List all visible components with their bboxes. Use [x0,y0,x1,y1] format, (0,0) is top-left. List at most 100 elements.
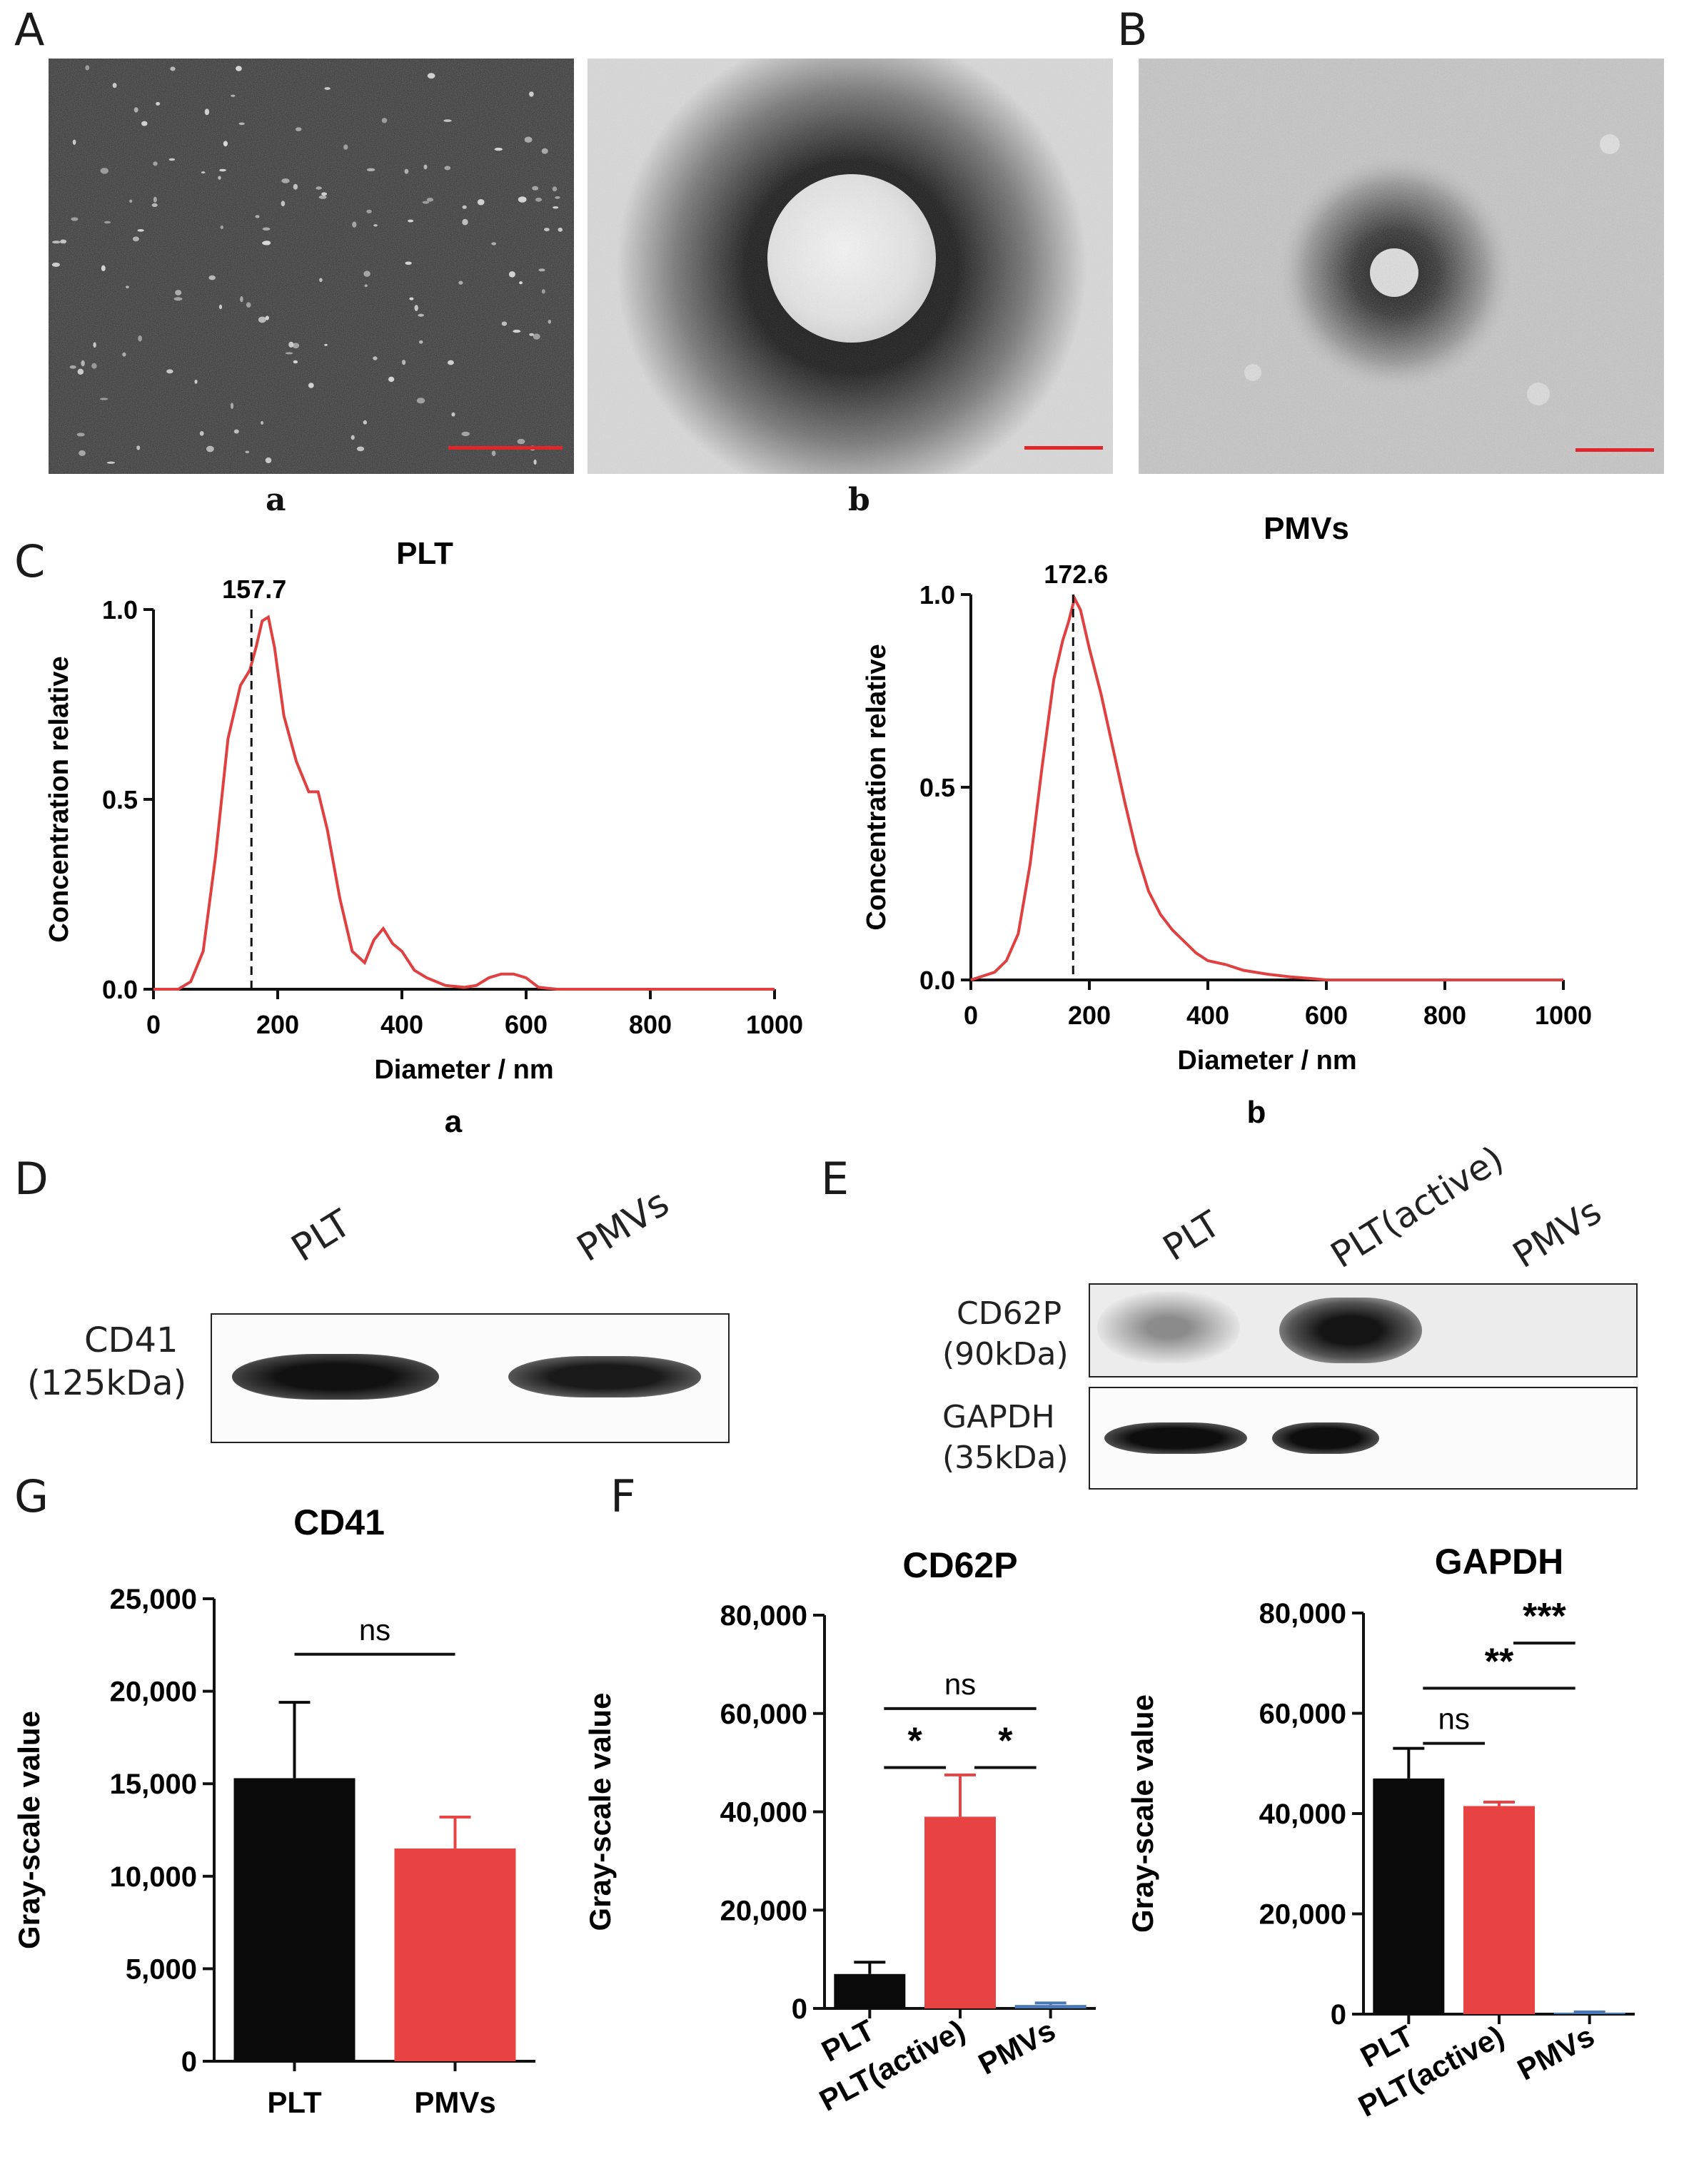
y-axis-label: Concentration relative [862,644,892,930]
significance-label: ns [359,1613,390,1647]
peak-label: 172.6 [1044,560,1108,589]
sem-particle [552,186,558,192]
sem-particle [491,242,497,246]
blot-e-size2-label: (35kDa) [942,1440,1069,1476]
x-tick-label: 400 [380,1010,423,1039]
y-tick-label: 0.0 [102,975,138,1004]
sem-particle [422,201,430,204]
y-tick-label: 60,000 [1259,1699,1346,1730]
sem-particle [79,450,86,456]
y-tick-label: 20,000 [720,1895,807,1926]
tem-platelet-micrograph [588,59,1113,474]
sem-particle [409,297,414,300]
sem-particle [553,206,559,209]
sem-particle [533,333,540,340]
chart-sublabel: a [445,1104,463,1139]
sem-particle [513,329,521,333]
y-axis-label: Gray-scale value [583,1693,617,1931]
chart-title: CD62P [902,1545,1017,1585]
sem-particle [173,297,183,301]
sem-particle [381,118,388,123]
sem-particle [246,302,251,308]
x-tick-label: 600 [1305,1001,1348,1030]
y-axis-label: Gray-scale value [1126,1694,1159,1933]
bar [394,1848,516,2061]
sem-particle [524,136,533,143]
sem-particle [295,127,302,131]
blot-d-lane-label: PMVs [570,1181,677,1270]
sem-particle [538,268,545,272]
sem-particle [324,343,328,346]
x-tick-label: 800 [1423,1001,1466,1030]
tem-pmv-micrograph [1139,59,1664,474]
sem-particle [321,192,328,196]
blot-e-lane-label: PMVs [1506,1190,1609,1276]
blot-e-size1-label: (90kDa) [942,1336,1069,1372]
sem-particle [255,215,260,218]
sem-particle [535,197,542,202]
sem-particle [104,221,111,224]
sem-particle [175,290,182,295]
bar [834,1973,906,2008]
series-line [153,615,775,991]
sem-particle [427,73,435,79]
sem-particle [281,178,290,183]
panel-label-c: C [14,535,46,587]
sem-particle [76,433,85,437]
sem-particle [388,376,395,383]
blot-e-protein2-label: GAPDH [942,1399,1055,1435]
panel-label-d: D [14,1153,49,1205]
sem-particle [122,352,126,357]
y-axis-label: Gray-scale value [12,1711,46,1949]
band [508,1356,701,1397]
sem-particle [77,368,84,375]
panel-label-a: A [14,4,45,56]
sem-particle [402,360,406,365]
sem-particle [106,461,116,464]
sem-particle [208,275,216,280]
sem-particle [444,166,451,171]
x-tick-label: PLT [267,2086,322,2119]
y-tick-label: 15,000 [110,1769,197,1800]
sem-micrograph [49,59,574,474]
sem-particle [137,229,144,232]
x-tick-label: 0 [146,1010,161,1039]
chart-title: PLT [396,536,453,571]
blot-d-lane-label: PLT [284,1202,359,1270]
sem-particle [356,446,365,452]
sem-particle [132,236,139,242]
nta-pmvs-chart: PMVs 0 200 400 600 800 1000 0.0 0.5 1.0 Diameter /… [862,514,1592,1130]
panel-label-f: F [610,1470,636,1522]
band [1097,1292,1240,1363]
sem-particle [501,321,508,326]
sem-particle [201,171,206,174]
x-axis-label: Diameter / nm [1177,1046,1356,1076]
y-tick-label: 80,000 [720,1600,807,1632]
sem-particle [204,108,210,116]
sem-particle [230,403,234,410]
sem-particle [206,445,214,453]
sem-particle [532,186,539,191]
x-tick-label: 600 [505,1010,548,1039]
sem-particle [199,431,204,436]
nta-plt-chart: PLT 0 200 400 600 800 1000 0.0 0.5 1.0 Diameter / … [44,536,803,1139]
sem-particle [129,199,133,203]
tem-pmv-image [1139,59,1664,474]
sem-particles [49,59,574,474]
sem-particle [100,168,109,174]
sem-particle [405,261,412,266]
sem-particle [285,352,293,355]
peak-label: 157.7 [222,575,286,604]
sem-particle [265,315,269,320]
sem-particle [548,319,552,324]
sem-particle [364,284,368,288]
sem-particle [418,340,423,344]
sem-particle [166,369,173,374]
sem-particle [240,296,243,303]
sem-particle [263,241,271,246]
sem-particle [138,335,142,342]
sem-particle [141,121,148,126]
sem-particle [451,412,455,417]
y-tick-label: 0 [1331,1999,1346,2031]
sem-particle [544,228,550,232]
